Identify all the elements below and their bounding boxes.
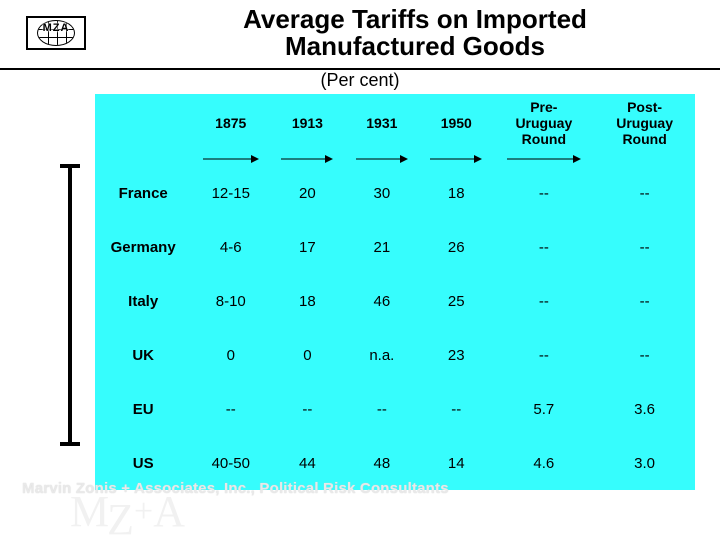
arrow-icon — [279, 154, 335, 164]
cell: 20 — [270, 166, 344, 220]
row-label: UK — [95, 328, 191, 382]
cell: -- — [493, 220, 594, 274]
cell: 4-6 — [191, 220, 270, 274]
cell: 18 — [270, 274, 344, 328]
table-row: EU--------5.73.6 — [95, 382, 695, 436]
tariff-table: 1875 1913 1931 1950 Pre- Uruguay Round P… — [95, 94, 695, 490]
slide-subtitle: (Per cent) — [0, 70, 720, 91]
wm-z: Z — [107, 494, 132, 545]
cell: -- — [493, 166, 594, 220]
cell: 21 — [345, 220, 419, 274]
cell: -- — [191, 382, 270, 436]
cell: 46 — [345, 274, 419, 328]
cell: n.a. — [345, 328, 419, 382]
title-line-2: Manufactured Goods — [130, 33, 700, 60]
arrow-icon — [505, 154, 583, 164]
table-row: Germany4-6172126---- — [95, 220, 695, 274]
cell: -- — [493, 274, 594, 328]
cell: -- — [594, 328, 695, 382]
plus-icon: + — [132, 493, 153, 531]
watermark-logo: M Z + A — [70, 486, 183, 537]
table-header-row: 1875 1913 1931 1950 Pre- Uruguay Round P… — [95, 94, 695, 152]
arrow-icon — [201, 154, 261, 164]
col-1931: 1931 — [345, 94, 419, 152]
cell: -- — [493, 328, 594, 382]
cell: -- — [594, 166, 695, 220]
cell: -- — [594, 274, 695, 328]
row-label: Germany — [95, 220, 191, 274]
arrow-icon — [354, 154, 410, 164]
row-label: Italy — [95, 274, 191, 328]
cell: 8-10 — [191, 274, 270, 328]
arrow-row — [95, 152, 695, 166]
cell: -- — [419, 382, 493, 436]
cell: -- — [594, 220, 695, 274]
logo-text: MZA — [30, 22, 82, 34]
cell: 5.7 — [493, 382, 594, 436]
footer: Marvin Zonis + Associates, Inc., Politic… — [22, 480, 698, 526]
cell: 17 — [270, 220, 344, 274]
cell: 3.6 — [594, 382, 695, 436]
cell: -- — [270, 382, 344, 436]
col-1913: 1913 — [270, 94, 344, 152]
wm-m: M — [70, 486, 107, 537]
cell: 0 — [270, 328, 344, 382]
cell: 23 — [419, 328, 493, 382]
col-blank — [95, 94, 191, 152]
cell: 25 — [419, 274, 493, 328]
col-post: Post- Uruguay Round — [594, 94, 695, 152]
cell: 26 — [419, 220, 493, 274]
slide-title: Average Tariffs on Imported Manufactured… — [130, 6, 700, 61]
row-label: France — [95, 166, 191, 220]
col-1950: 1950 — [419, 94, 493, 152]
col-pre: Pre- Uruguay Round — [493, 94, 594, 152]
cell: 12-15 — [191, 166, 270, 220]
cell: 30 — [345, 166, 419, 220]
table-row: France12-15203018---- — [95, 166, 695, 220]
table-row: Italy8-10184625---- — [95, 274, 695, 328]
table-row: UK00n.a.23---- — [95, 328, 695, 382]
cell: -- — [345, 382, 419, 436]
row-label: EU — [95, 382, 191, 436]
wm-a: A — [153, 486, 183, 537]
title-line-1: Average Tariffs on Imported — [130, 6, 700, 33]
rail-decoration — [60, 150, 78, 460]
arrow-icon — [428, 154, 484, 164]
col-1875: 1875 — [191, 94, 270, 152]
cell: 0 — [191, 328, 270, 382]
cell: 18 — [419, 166, 493, 220]
